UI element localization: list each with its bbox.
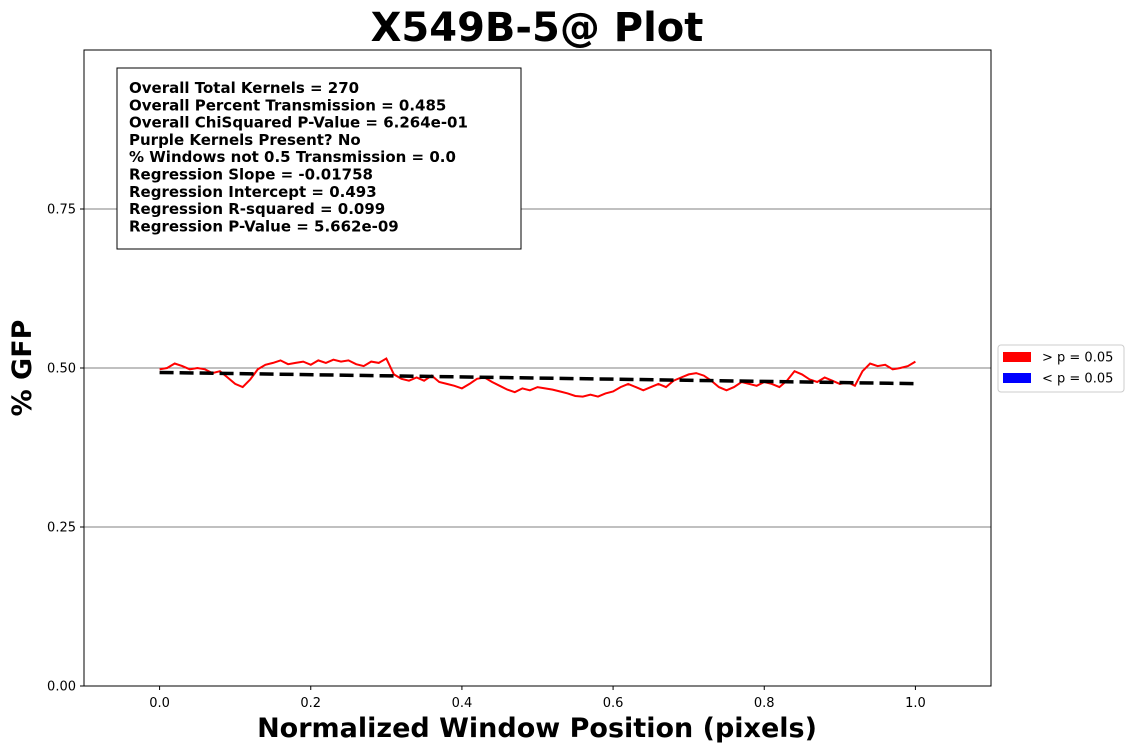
stats-line: Overall Total Kernels = 270 [129,79,359,97]
stats-line: Regression P-Value = 5.662e-09 [129,217,399,235]
legend-swatch [1003,373,1031,383]
y-tick-label: 0.50 [47,362,76,377]
stats-box-frame [116,67,522,250]
stats-line: Purple Kernels Present? No [129,131,361,149]
stats-line: Regression R-squared = 0.099 [129,200,385,218]
regression-line [159,370,916,386]
x-tick-label: 0.4 [452,696,473,711]
legend-label: > p = 0.05 [1042,351,1113,366]
legend-swatch [1003,352,1031,362]
x-tick-label: 0.0 [149,696,170,711]
x-tick-label: 1.0 [905,696,926,711]
stats-line: Overall Percent Transmission = 0.485 [129,96,446,114]
grid-lines [84,208,991,528]
chart-title: X549B-5@ Plot [371,5,704,51]
x-tick-label: 0.6 [603,696,624,711]
legend: > p = 0.05 < p = 0.05 [997,344,1125,393]
y-tick-label: 0.75 [47,203,76,218]
axis-ticks: 0.00 0.25 0.50 0.75 0.0 0.2 0.4 0.6 0.8 1.0 [47,203,926,712]
legend-label: < p = 0.05 [1042,372,1113,387]
y-tick-label: 0.00 [47,680,76,695]
stats-line: Regression Intercept = 0.493 [129,183,377,201]
series-line [159,357,916,398]
stats-line: % Windows not 0.5 Transmission = 0.0 [129,148,456,166]
y-tick-label: 0.25 [47,521,76,536]
stats-line: Regression Slope = -0.01758 [129,166,373,184]
x-axis-label: Normalized Window Position (pixels) [257,713,817,744]
stats-line: Overall ChiSquared P-Value = 6.264e-01 [129,114,468,132]
y-axis-label: % GFP [7,320,38,417]
data-series [159,357,916,398]
x-tick-label: 0.2 [300,696,321,711]
x-tick-label: 0.8 [754,696,775,711]
